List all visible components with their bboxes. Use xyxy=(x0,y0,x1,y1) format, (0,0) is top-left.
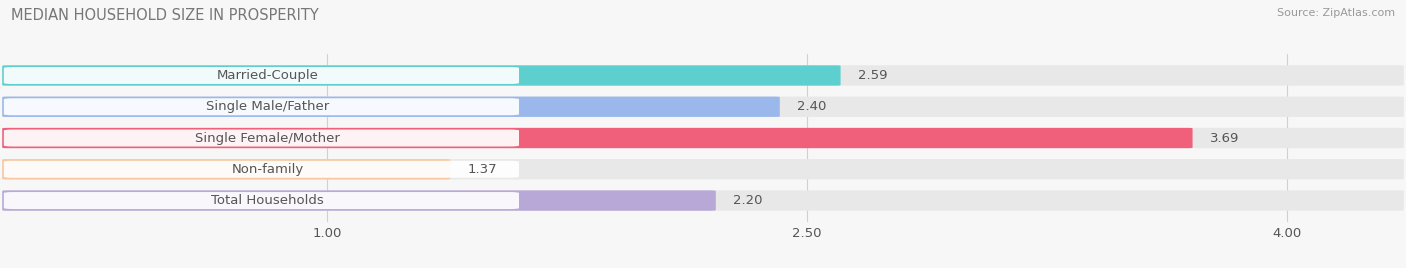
FancyBboxPatch shape xyxy=(4,129,519,147)
Text: 1.37: 1.37 xyxy=(468,163,498,176)
Text: MEDIAN HOUSEHOLD SIZE IN PROSPERITY: MEDIAN HOUSEHOLD SIZE IN PROSPERITY xyxy=(11,8,319,23)
FancyBboxPatch shape xyxy=(3,190,716,211)
FancyBboxPatch shape xyxy=(4,98,519,115)
Text: 2.59: 2.59 xyxy=(858,69,887,82)
Text: Single Female/Mother: Single Female/Mother xyxy=(195,132,340,144)
Text: 3.69: 3.69 xyxy=(1211,132,1240,144)
FancyBboxPatch shape xyxy=(3,159,1403,180)
FancyBboxPatch shape xyxy=(3,65,1403,86)
Text: 2.40: 2.40 xyxy=(797,100,827,113)
Text: Non-family: Non-family xyxy=(232,163,304,176)
FancyBboxPatch shape xyxy=(3,96,1403,117)
Text: Source: ZipAtlas.com: Source: ZipAtlas.com xyxy=(1277,8,1395,18)
FancyBboxPatch shape xyxy=(4,192,519,209)
FancyBboxPatch shape xyxy=(3,96,780,117)
Text: Total Households: Total Households xyxy=(211,194,325,207)
FancyBboxPatch shape xyxy=(3,128,1192,148)
FancyBboxPatch shape xyxy=(3,65,841,86)
Text: 2.20: 2.20 xyxy=(734,194,763,207)
FancyBboxPatch shape xyxy=(3,190,1403,211)
FancyBboxPatch shape xyxy=(3,159,450,180)
FancyBboxPatch shape xyxy=(4,161,519,178)
Text: Single Male/Father: Single Male/Father xyxy=(207,100,329,113)
FancyBboxPatch shape xyxy=(4,67,519,84)
FancyBboxPatch shape xyxy=(3,128,1403,148)
Text: Married-Couple: Married-Couple xyxy=(217,69,319,82)
